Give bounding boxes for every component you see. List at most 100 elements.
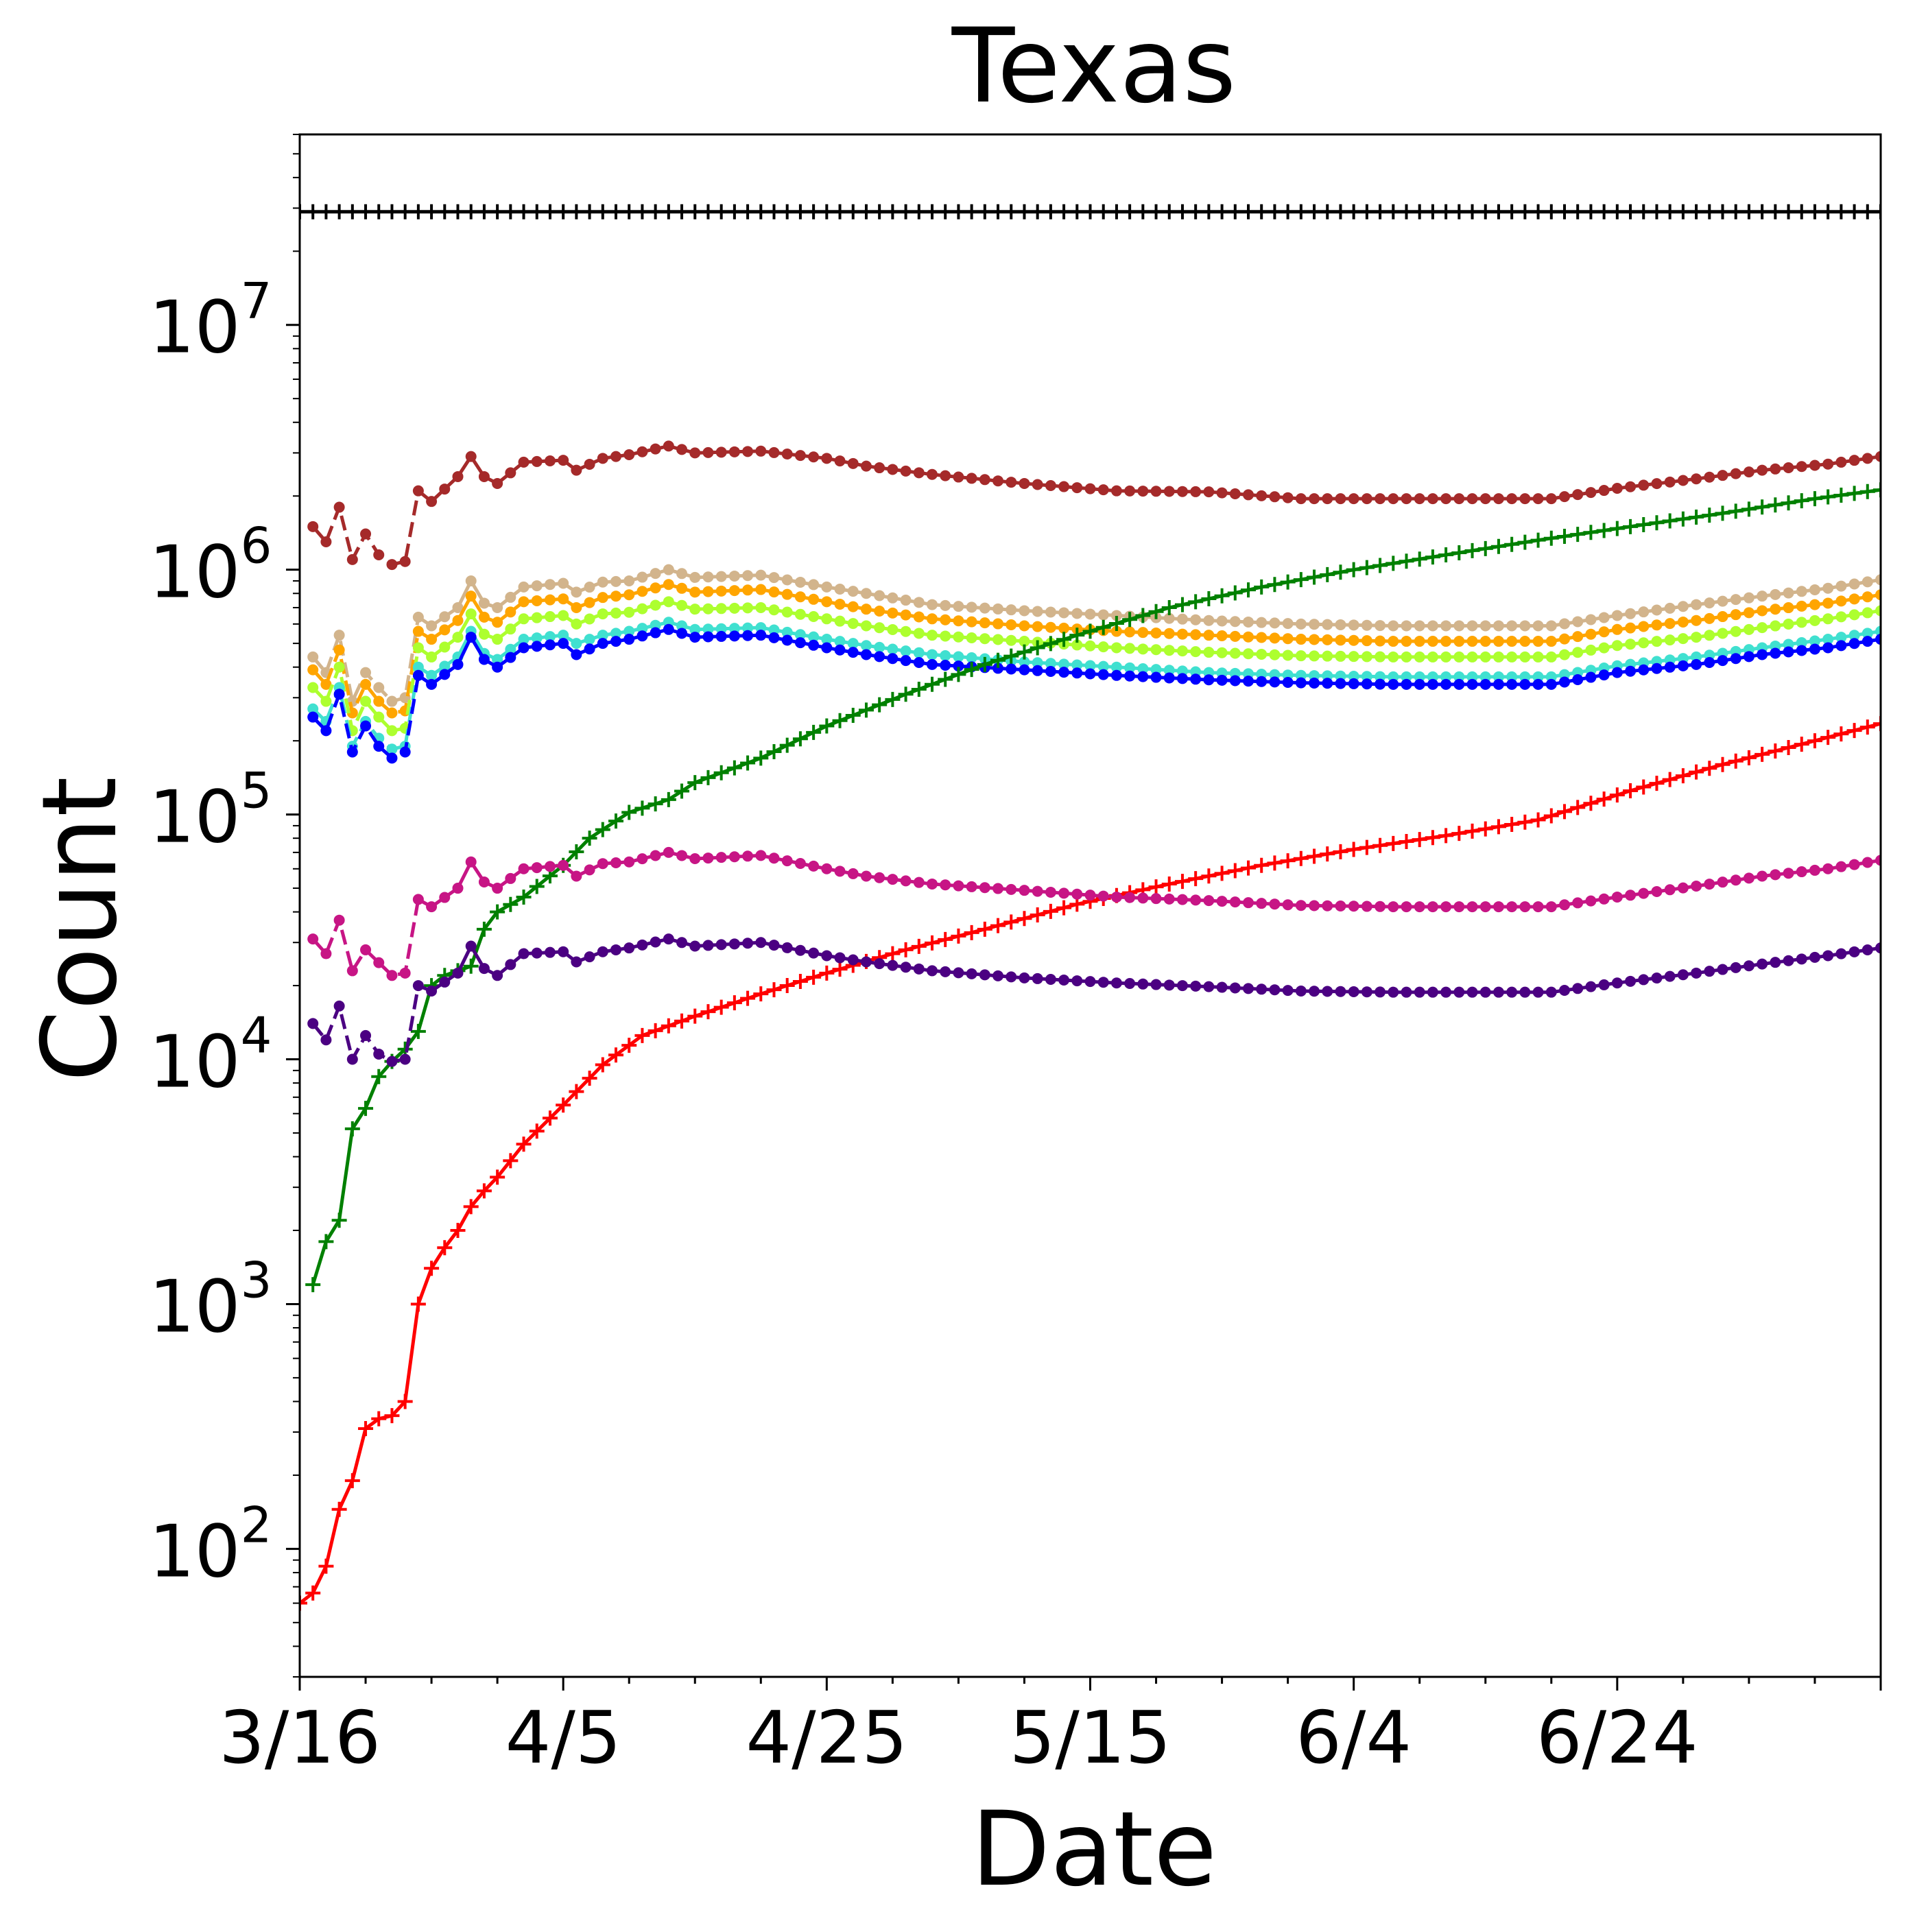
series-4-point [1335,650,1346,662]
series-6 [307,623,1881,764]
series-4-point [1625,639,1637,650]
series-3-point [1006,619,1017,631]
series-7-point [1859,484,1875,499]
series-1-point [1572,489,1584,501]
series-9-point [1559,899,1570,911]
y-tick-label: 102 [149,1496,272,1593]
series-7-point [1649,515,1665,531]
series-7-point [779,737,795,753]
series-8-point [384,1408,400,1424]
series-0-point [1201,204,1217,219]
series-7-point [1267,577,1283,593]
series-0-point [1490,204,1506,219]
series-4-point [1006,634,1017,646]
series-0-point [1438,204,1454,219]
series-2-point [623,575,635,587]
series-7-point [713,765,729,780]
series-0-point [1636,204,1652,219]
series-1-point [1190,486,1202,497]
series-1-point [1032,479,1043,490]
series-9-line-dashed [311,898,420,977]
series-4-point [887,623,899,635]
series-9-point [1717,876,1728,888]
series-4-point [1730,625,1741,637]
series-4-point [702,603,714,615]
series-10-point [346,1053,358,1065]
series-7-point [1214,588,1230,604]
series-1-point [900,465,912,477]
series-1-point [1335,493,1346,505]
series-8-point [1530,812,1546,828]
series-2-point [702,571,714,583]
series-3-point [1862,591,1873,603]
series-6-point [584,643,595,655]
series-4-point [860,620,872,632]
series-10-point [913,963,925,975]
series-2-point [728,570,740,582]
series-7-point [872,697,888,713]
series-5-point [966,652,977,664]
series-9-point [597,858,608,870]
series-1-point [518,456,530,468]
series-7-point [463,958,479,974]
series-3-point [992,618,1004,630]
series-7-point [1570,527,1586,542]
series-7-point [726,760,742,776]
series-8-point [331,1501,347,1517]
series-10-point [571,956,582,968]
series-1-point [663,440,674,452]
series-5-point [1401,671,1412,682]
series-5-point [689,623,701,635]
series-5-point [1375,671,1386,682]
series-0-point [1056,204,1072,219]
series-9-point [1572,897,1584,909]
series-4-point [650,599,661,611]
series-10-point [1110,977,1122,989]
series-3-point [1835,595,1847,607]
series-1-point [1835,456,1847,468]
series-10-point [597,946,608,957]
series-8-point [1543,808,1559,824]
series-4-point [913,628,925,639]
series-5-point [900,645,912,657]
series-9-point [1585,895,1597,907]
series-3-point [1388,636,1399,647]
series-10-point [412,980,424,992]
series-4-point [1084,640,1096,652]
series-6-point [834,644,846,656]
series-7-point [766,743,782,759]
series-6-point [571,649,582,660]
series-4-point [1664,634,1676,646]
series-0-point [1820,204,1836,219]
series-9-point [1651,885,1663,897]
series-1-point [1466,493,1478,505]
series-4-point [1282,649,1294,661]
series-0-point [1609,204,1625,219]
series-2-point [768,572,780,584]
series-4-point [834,615,846,627]
series-5-point [940,649,951,661]
series-0-point [621,204,637,219]
series-4-point [584,613,595,625]
series-0-point [1174,204,1190,219]
series-1-point [1638,479,1650,491]
series-4-point [1309,650,1320,662]
series-10-point [821,950,833,962]
series-8-point [1016,911,1032,927]
series-3-point [834,598,846,610]
series-9-point [1335,901,1346,912]
series-7-point [1320,567,1335,582]
series-5-point [1796,636,1807,648]
series-1-point [1704,471,1715,483]
series-6-point [1322,678,1333,689]
series-7-point [1385,556,1401,571]
series-0-point [1359,204,1375,219]
series-9-point [887,874,899,885]
series-4-point [1256,648,1268,660]
series-1-point [426,496,438,508]
series-8-point [1807,733,1822,749]
series-5-point [1071,659,1083,671]
series-5-point [1492,671,1504,682]
series-7-point [1477,540,1493,556]
series-1-point [1440,493,1452,505]
